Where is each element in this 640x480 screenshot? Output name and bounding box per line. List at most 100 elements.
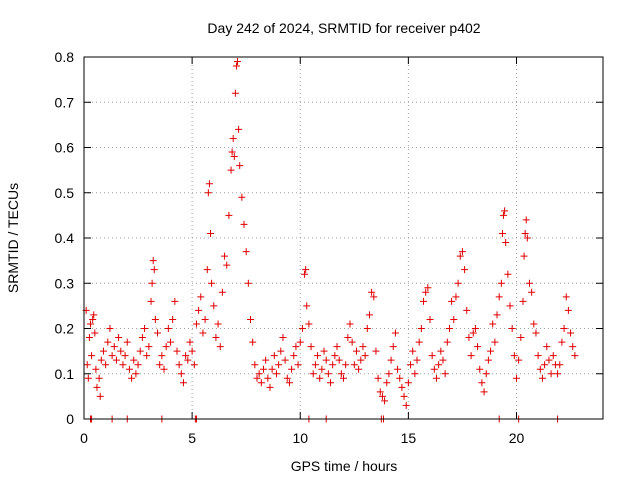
data-point: [454, 279, 462, 287]
data-point: [235, 125, 243, 133]
data-point: [281, 356, 289, 364]
data-point: [493, 311, 501, 319]
data-point: [110, 343, 118, 351]
data-point: [318, 365, 326, 373]
data-point: [175, 361, 183, 369]
data-point: [515, 356, 523, 364]
data-point: [383, 379, 391, 387]
y-tick-label: 0.5: [55, 185, 75, 201]
data-point: [179, 379, 187, 387]
data-point: [162, 343, 170, 351]
data-point: [199, 329, 207, 337]
data-point: [461, 266, 469, 274]
data-point: [374, 374, 382, 382]
data-point: [389, 343, 397, 351]
data-point: [201, 315, 209, 323]
data-point: [467, 352, 475, 360]
data-point: [506, 302, 514, 310]
data-point: [234, 58, 242, 66]
data-point: [173, 347, 181, 355]
data-point: [182, 352, 190, 360]
data-point: [156, 361, 164, 369]
data-point: [547, 370, 555, 378]
x-tick-label: 15: [401, 430, 417, 446]
data-point: [543, 343, 551, 351]
data-point: [569, 343, 577, 351]
data-point: [272, 370, 280, 378]
data-point: [538, 374, 546, 382]
data-point: [346, 320, 354, 328]
data-point: [327, 379, 335, 387]
data-point: [203, 266, 211, 274]
chart-title: Day 242 of 2024, SRMTID for receiver p40…: [207, 20, 480, 36]
data-point: [426, 315, 434, 323]
data-point: [307, 343, 315, 351]
data-point: [257, 379, 265, 387]
data-point: [96, 392, 104, 400]
y-tick-label: 0.6: [55, 140, 75, 156]
data-point: [128, 374, 136, 382]
data-point: [420, 297, 428, 305]
data-point: [301, 270, 309, 278]
data-point: [228, 148, 236, 156]
data-point: [400, 392, 408, 400]
data-point: [359, 343, 367, 351]
data-point: [119, 361, 127, 369]
data-point: [413, 356, 421, 364]
y-tick-label: 0.8: [55, 49, 75, 65]
y-tick-label: 0.7: [55, 94, 75, 110]
data-point: [151, 315, 159, 323]
data-point: [567, 329, 575, 337]
data-point: [545, 356, 553, 364]
data-point: [255, 370, 263, 378]
data-point: [498, 229, 506, 237]
data-point: [253, 374, 261, 382]
data-point: [117, 347, 125, 355]
data-point: [154, 329, 162, 337]
data-point: [428, 352, 436, 360]
data-point: [143, 352, 151, 360]
data-point: [240, 220, 248, 228]
data-point: [102, 361, 110, 369]
data-point: [115, 334, 123, 342]
data-point: [225, 211, 233, 219]
data-point: [469, 329, 477, 337]
data-point: [251, 361, 259, 369]
data-point: [207, 229, 215, 237]
data-point: [285, 379, 293, 387]
data-point: [266, 383, 274, 391]
data-point: [348, 338, 356, 346]
data-point: [335, 356, 343, 364]
data-point: [93, 383, 101, 391]
data-point: [357, 356, 365, 364]
data-point: [333, 343, 341, 351]
data-point: [523, 234, 531, 242]
axis-ticks: 0 0.1 0.2 0.3 0.4 0.5 0.6 0.7 0.8 0 5 10 15 20: [55, 49, 603, 446]
x-tick-label: 10: [292, 430, 308, 446]
data-point: [549, 352, 557, 360]
data-point: [368, 288, 376, 296]
y-tick-label: 0.2: [55, 321, 75, 337]
data-point: [404, 379, 412, 387]
data-point: [106, 325, 114, 332]
x-tick-label: 5: [188, 430, 196, 446]
data-point: [167, 338, 174, 346]
data-point: [132, 370, 140, 378]
data-point: [391, 329, 399, 337]
data-point: [361, 352, 369, 360]
x-tick-label: 20: [509, 430, 525, 446]
data-point: [95, 374, 103, 382]
data-point: [164, 325, 172, 332]
data-point: [554, 370, 562, 378]
data-point: [415, 338, 423, 346]
data-point: [149, 257, 157, 265]
data-point: [398, 383, 406, 391]
data-point: [160, 365, 168, 373]
data-point: [296, 338, 304, 346]
data-point: [247, 315, 255, 323]
data-point: [500, 211, 508, 219]
data-point: [305, 320, 313, 328]
data-point: [456, 252, 464, 260]
data-point: [298, 325, 306, 332]
